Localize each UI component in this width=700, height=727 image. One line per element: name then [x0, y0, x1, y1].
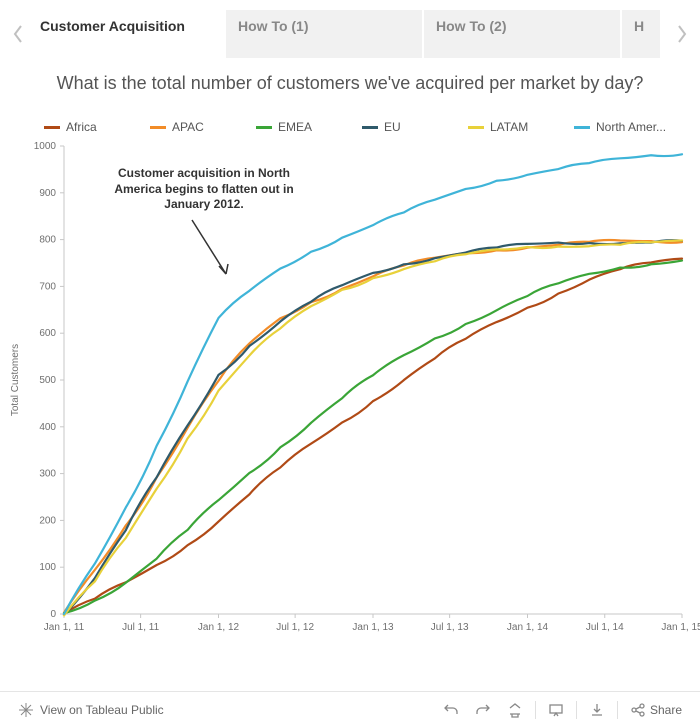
- reset-button[interactable]: [499, 698, 531, 722]
- legend-label: North Amer...: [596, 120, 666, 134]
- reset-icon: [507, 702, 523, 718]
- svg-text:Jan 1, 15: Jan 1, 15: [661, 622, 700, 633]
- view-on-tableau-button[interactable]: View on Tableau Public: [10, 698, 172, 722]
- svg-text:Jan 1, 14: Jan 1, 14: [507, 622, 549, 633]
- svg-text:400: 400: [39, 422, 56, 433]
- tab-scroll-left[interactable]: [8, 14, 28, 54]
- svg-text:100: 100: [39, 562, 56, 573]
- legend-swatch: [256, 126, 272, 129]
- legend-swatch: [468, 126, 484, 129]
- legend-swatch: [44, 126, 60, 129]
- legend-label: LATAM: [490, 120, 528, 134]
- share-button[interactable]: Share: [622, 698, 690, 722]
- svg-text:500: 500: [39, 375, 56, 386]
- svg-text:Jan 1, 11: Jan 1, 11: [44, 622, 85, 633]
- tab-scroll-right[interactable]: [672, 14, 692, 54]
- footer-toolbar: View on Tableau Public Share: [0, 691, 700, 727]
- svg-text:Jan 1, 12: Jan 1, 12: [198, 622, 240, 633]
- legend-swatch: [150, 126, 166, 129]
- share-label: Share: [650, 703, 682, 717]
- legend: Africa APAC EMEA EU LATAM North Amer...: [0, 114, 700, 138]
- svg-text:Jul 1, 13: Jul 1, 13: [431, 622, 469, 633]
- svg-text:700: 700: [39, 281, 56, 292]
- legend-swatch: [574, 126, 590, 129]
- svg-text:0: 0: [50, 609, 56, 620]
- svg-text:Jul 1, 14: Jul 1, 14: [586, 622, 624, 633]
- tab-1[interactable]: How To (1): [226, 10, 424, 58]
- download-icon: [589, 702, 605, 718]
- chart-title: What is the total number of customers we…: [0, 58, 700, 114]
- chart-annotation: Customer acquisition in North America be…: [94, 166, 314, 213]
- tableau-icon: [18, 702, 34, 718]
- legend-label: EU: [384, 120, 401, 134]
- undo-icon: [443, 702, 459, 718]
- undo-button[interactable]: [435, 698, 467, 722]
- svg-text:300: 300: [39, 469, 56, 480]
- svg-text:Jan 1, 13: Jan 1, 13: [352, 622, 394, 633]
- legend-label: APAC: [172, 120, 204, 134]
- legend-item-4[interactable]: LATAM: [468, 116, 574, 138]
- redo-icon: [475, 702, 491, 718]
- legend-item-2[interactable]: EMEA: [256, 116, 362, 138]
- svg-text:Total Customers: Total Customers: [10, 344, 21, 416]
- legend-swatch: [362, 126, 378, 129]
- annotation-arrow: [186, 216, 246, 286]
- legend-label: Africa: [66, 120, 97, 134]
- tab-3[interactable]: H: [622, 10, 662, 58]
- tab-0[interactable]: Customer Acquisition: [28, 10, 226, 58]
- chart-plot: 0 100 200 300 400 500 600 700 800 900 1000 Jan 1, 1…: [0, 138, 700, 660]
- legend-item-3[interactable]: EU: [362, 116, 468, 138]
- legend-label: EMEA: [278, 120, 312, 134]
- presentation-icon: [548, 702, 564, 718]
- redo-button[interactable]: [467, 698, 499, 722]
- svg-text:600: 600: [39, 328, 56, 339]
- tab-2[interactable]: How To (2): [424, 10, 622, 58]
- view-label: View on Tableau Public: [40, 703, 164, 717]
- legend-item-5[interactable]: North Amer...: [574, 116, 680, 138]
- svg-text:Jul 1, 11: Jul 1, 11: [122, 622, 159, 633]
- svg-text:200: 200: [39, 515, 56, 526]
- download-button[interactable]: [581, 698, 613, 722]
- svg-text:Jul 1, 12: Jul 1, 12: [276, 622, 314, 633]
- presentation-button[interactable]: [540, 698, 572, 722]
- svg-text:900: 900: [39, 188, 56, 199]
- legend-item-1[interactable]: APAC: [150, 116, 256, 138]
- svg-text:800: 800: [39, 235, 56, 246]
- share-icon: [630, 702, 646, 718]
- svg-text:1000: 1000: [34, 141, 57, 152]
- legend-item-0[interactable]: Africa: [44, 116, 150, 138]
- tab-bar: Customer AcquisitionHow To (1)How To (2)…: [0, 0, 700, 58]
